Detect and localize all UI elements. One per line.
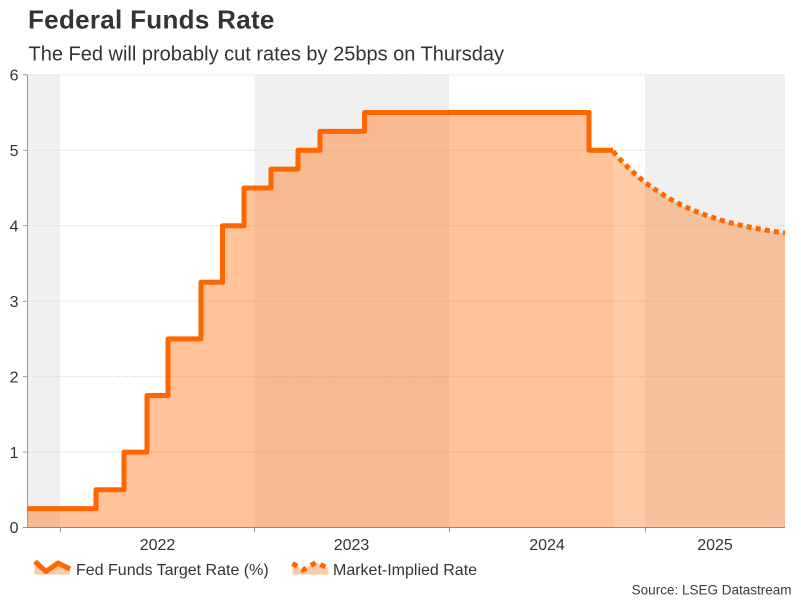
svg-text:Fed Funds Target Rate (%): Fed Funds Target Rate (%): [76, 562, 269, 579]
svg-text:1: 1: [10, 445, 19, 462]
svg-text:0: 0: [10, 520, 19, 537]
svg-text:2023: 2023: [334, 537, 370, 554]
svg-text:2: 2: [10, 369, 19, 386]
svg-text:4: 4: [10, 218, 19, 235]
svg-text:5: 5: [10, 143, 19, 160]
svg-text:2022: 2022: [140, 537, 176, 554]
svg-text:6: 6: [10, 68, 19, 85]
svg-text:Federal Funds Rate: Federal Funds Rate: [28, 5, 275, 35]
svg-text:Source: LSEG Datastream: Source: LSEG Datastream: [632, 583, 792, 598]
svg-text:The Fed will probably cut rate: The Fed will probably cut rates by 25bps…: [29, 44, 504, 66]
svg-text:2024: 2024: [529, 537, 565, 554]
svg-text:2025: 2025: [697, 537, 733, 554]
svg-text:3: 3: [10, 294, 19, 311]
svg-text:Market-Implied Rate: Market-Implied Rate: [333, 562, 477, 579]
